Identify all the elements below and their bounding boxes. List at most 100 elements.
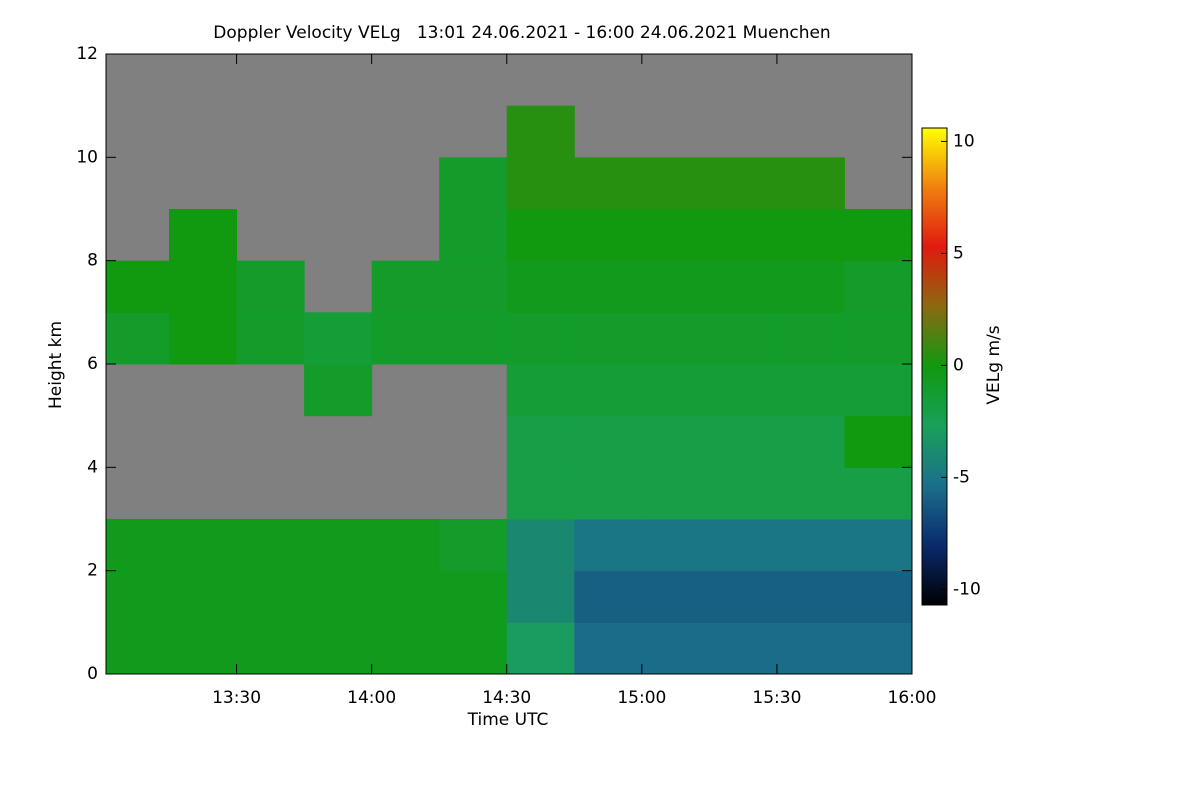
colorbar-tick-label: -10	[953, 579, 981, 599]
heatmap-cell	[236, 312, 305, 365]
heatmap-cell	[106, 570, 170, 623]
colorbar	[921, 127, 948, 606]
y-axis-label: Height km	[46, 321, 66, 409]
x-tick-label: 13:30	[212, 688, 261, 708]
heatmap-cell	[236, 260, 305, 313]
heatmap-cell	[106, 622, 170, 675]
heatmap-cell	[844, 570, 913, 623]
y-tick-label: 0	[87, 664, 98, 684]
heatmap-cell	[844, 209, 913, 262]
heatmap-cell	[304, 312, 373, 365]
heatmap-cell	[776, 157, 845, 210]
chart-title: Doppler Velocity VELg 13:01 24.06.2021 -…	[213, 23, 830, 43]
heatmap-cell	[506, 209, 575, 262]
heatmap-cell	[641, 209, 710, 262]
heatmap-cell	[574, 570, 643, 623]
heatmap-cell	[169, 570, 238, 623]
heatmap-cell	[641, 622, 710, 675]
y-tick-label: 4	[87, 457, 98, 477]
heatmap-cell	[709, 312, 778, 365]
heatmap-cell	[574, 415, 643, 468]
heatmap-cell	[574, 622, 643, 675]
heatmap-cell	[641, 570, 710, 623]
heatmap-cell	[169, 209, 238, 262]
heatmap-cell	[304, 364, 373, 417]
heatmap-cell	[506, 312, 575, 365]
heatmap-cell	[574, 312, 643, 365]
heatmap-cell	[776, 312, 845, 365]
heatmap-cell	[304, 519, 373, 572]
heatmap-cell	[236, 570, 305, 623]
heatmap-cell	[506, 622, 575, 675]
heatmap-cell	[106, 260, 170, 313]
heatmap-cell	[641, 312, 710, 365]
heatmap-cell	[439, 157, 508, 210]
heatmap-cell	[709, 364, 778, 417]
heatmap-cell	[506, 364, 575, 417]
heatmap-cell	[844, 415, 913, 468]
heatmap-cell	[709, 260, 778, 313]
heatmap-cell	[574, 364, 643, 417]
heatmap-cell	[776, 622, 845, 675]
heatmap-cell	[304, 622, 373, 675]
x-tick-label: 16:00	[888, 688, 937, 708]
heatmap-cell	[439, 622, 508, 675]
heatmap-cell	[641, 157, 710, 210]
heatmap-cell	[371, 570, 440, 623]
heatmap-cell	[439, 312, 508, 365]
heatmap-cell	[844, 260, 913, 313]
heatmap-cell	[709, 209, 778, 262]
heatmap-cell	[844, 364, 913, 417]
heatmap-cell	[776, 415, 845, 468]
heatmap-cell	[641, 364, 710, 417]
heatmap-cell	[169, 312, 238, 365]
colorbar-tick-label: 5	[953, 243, 964, 263]
heatmap-cell	[709, 622, 778, 675]
heatmap-cell	[439, 209, 508, 262]
heatmap-cell	[506, 467, 575, 520]
colorbar-label: VELg m/s	[984, 325, 1004, 404]
heatmap-cell	[709, 570, 778, 623]
heatmap-cell	[574, 519, 643, 572]
heatmap-cell	[641, 415, 710, 468]
heatmap-cell	[641, 519, 710, 572]
heatmap-cell	[439, 519, 508, 572]
y-tick-label: 6	[87, 354, 98, 374]
x-tick-label: 14:30	[482, 688, 531, 708]
heatmap-cell	[776, 519, 845, 572]
heatmap-cell	[776, 467, 845, 520]
x-axis-label: Time UTC	[467, 710, 549, 730]
heatmap-cell	[506, 570, 575, 623]
heatmap-cell	[236, 622, 305, 675]
x-tick-label: 15:00	[617, 688, 666, 708]
y-tick-label: 10	[76, 147, 98, 167]
heatmap-cell	[776, 260, 845, 313]
heatmap-cell	[844, 519, 913, 572]
heatmap-cell	[709, 519, 778, 572]
heatmap-cell	[709, 157, 778, 210]
heatmap-cell	[641, 467, 710, 520]
heatmap-cell	[169, 260, 238, 313]
colorbar-tick-label: 10	[953, 131, 975, 151]
x-tick-label: 14:00	[347, 688, 396, 708]
heatmap-cell	[439, 570, 508, 623]
heatmap-cell	[371, 260, 440, 313]
heatmap-cell	[844, 467, 913, 520]
heatmap-cell	[506, 105, 575, 158]
heatmap-cell	[574, 260, 643, 313]
heatmap-cell	[506, 519, 575, 572]
heatmap-cell	[844, 312, 913, 365]
colorbar-tick-label: -5	[953, 467, 970, 487]
heatmap-cell	[641, 260, 710, 313]
heatmap-cell	[506, 260, 575, 313]
heatmap-cell	[574, 209, 643, 262]
heatmap-cell	[844, 622, 913, 675]
heatmap-cell	[106, 312, 170, 365]
colorbar-tick-label: 0	[953, 355, 964, 375]
heatmap-cell	[371, 312, 440, 365]
heatmap-cell	[304, 570, 373, 623]
heatmap-cell	[169, 519, 238, 572]
y-tick-label: 8	[87, 251, 98, 271]
heatmap-cell	[371, 519, 440, 572]
